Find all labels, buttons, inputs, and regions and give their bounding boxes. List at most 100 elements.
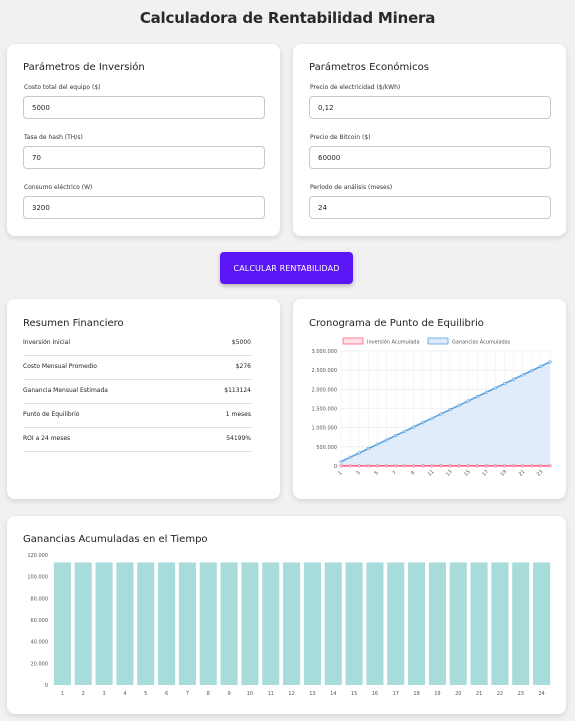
financial-summary-card: Resumen Financiero Inversión Inicial $50… xyxy=(7,299,280,499)
data-point xyxy=(548,464,552,468)
data-point xyxy=(439,464,443,468)
bar xyxy=(262,562,280,685)
x-tick-label: 1 xyxy=(61,691,64,697)
data-point xyxy=(412,464,416,468)
x-tick-label: 21 xyxy=(476,691,482,697)
data-point xyxy=(548,360,552,364)
y-tick-label: 60.000 xyxy=(31,618,49,624)
summary-row: Costo Mensual Promedio $276 xyxy=(23,358,251,380)
bar xyxy=(408,562,426,685)
y-tick-label: 500.000 xyxy=(316,445,337,451)
x-tick-label: 23 xyxy=(518,691,524,697)
data-point xyxy=(357,464,361,468)
summary-value: $5000 xyxy=(231,339,251,346)
data-point xyxy=(484,390,488,394)
bar xyxy=(199,562,217,685)
x-tick-label: 10 xyxy=(247,691,253,697)
x-tick-label: 11 xyxy=(427,469,436,478)
calculate-button[interactable]: CALCULAR RENTABILIDAD xyxy=(220,252,353,284)
legend-label: Inversión Acumulada xyxy=(367,339,420,346)
data-point xyxy=(539,364,543,368)
summary-value: $113124 xyxy=(224,387,251,394)
bar xyxy=(74,562,92,685)
series-area xyxy=(341,361,550,466)
summary-value: 1 meses xyxy=(225,411,251,418)
y-tick-label: 1.000.000 xyxy=(312,426,337,432)
investment-params-card: Parámetros de Inversión Costo total del … xyxy=(7,44,280,236)
x-tick-label: 5 xyxy=(373,470,379,476)
bar xyxy=(428,562,446,685)
bar xyxy=(366,562,384,685)
financial-summary-title: Resumen Financiero xyxy=(23,318,124,329)
data-point xyxy=(357,451,361,455)
y-tick-label: 120.000 xyxy=(27,553,48,559)
data-point xyxy=(412,425,416,429)
bitcoin-price-input[interactable] xyxy=(309,146,551,169)
legend-swatch xyxy=(427,337,449,345)
data-point xyxy=(375,442,379,446)
bar xyxy=(158,562,176,685)
data-point xyxy=(430,464,434,468)
y-tick-label: 80.000 xyxy=(31,596,49,602)
x-tick-label: 3 xyxy=(102,691,105,697)
breakeven-chart-card: Cronograma de Punto de Equilibrio 0 500.0… xyxy=(293,299,566,499)
x-tick-label: 5 xyxy=(144,691,147,697)
power-consumption-input[interactable] xyxy=(23,196,265,219)
data-point xyxy=(493,386,498,390)
x-tick-label: 20 xyxy=(455,691,461,697)
summary-value: 54199% xyxy=(226,435,251,442)
hash-rate-input[interactable] xyxy=(23,146,265,169)
y-tick-label: 100.000 xyxy=(27,575,48,581)
bar xyxy=(220,562,238,685)
equipment-cost-input[interactable] xyxy=(23,96,265,119)
bar xyxy=(345,562,363,685)
cumulative-earnings-card: Ganancias Acumuladas en el Tiempo 0 20.00… xyxy=(7,516,566,714)
summary-row: Punto de Equilibrio 1 meses xyxy=(23,406,251,428)
y-tick-label: 40.000 xyxy=(31,640,49,646)
y-tick-label: 20.000 xyxy=(31,661,49,667)
data-point xyxy=(530,368,534,373)
x-tick-label: 19 xyxy=(434,691,440,697)
x-tick-label: 9 xyxy=(227,691,230,697)
x-tick-label: 7 xyxy=(392,470,398,476)
bar xyxy=(283,562,301,685)
x-tick-label: 4 xyxy=(123,691,126,697)
analysis-period-label: Período de análisis (meses) xyxy=(310,184,393,191)
data-point xyxy=(530,464,534,468)
economic-params-card: Parámetros Económicos Precio de electric… xyxy=(293,44,566,236)
x-tick-label: 9 xyxy=(410,470,416,476)
data-point xyxy=(502,464,507,468)
cumulative-earnings-title: Ganancias Acumuladas en el Tiempo xyxy=(23,534,208,545)
series-line xyxy=(340,361,551,463)
x-tick-label: 13 xyxy=(309,691,315,697)
x-tick-label: 16 xyxy=(372,691,378,697)
bitcoin-price-label: Precio de Bitcoin ($) xyxy=(310,134,371,141)
bar xyxy=(324,562,342,685)
data-point xyxy=(521,464,525,468)
investment-params-title: Parámetros de Inversión xyxy=(23,62,145,73)
data-point xyxy=(375,464,379,468)
x-tick-label: 1 xyxy=(337,470,343,476)
y-tick-label: 1.500.000 xyxy=(312,407,337,413)
data-point xyxy=(475,464,479,468)
y-tick-label: 0 xyxy=(334,464,337,470)
data-point xyxy=(457,464,461,468)
x-tick-label: 15 xyxy=(351,691,357,697)
bar xyxy=(512,562,530,685)
bar xyxy=(53,562,71,685)
data-point xyxy=(366,464,370,468)
bar xyxy=(470,562,488,685)
bar xyxy=(303,562,321,685)
electricity-price-input[interactable] xyxy=(309,96,551,119)
economic-params-title: Parámetros Económicos xyxy=(309,62,429,73)
x-tick-label: 7 xyxy=(186,691,189,697)
data-point xyxy=(502,382,507,386)
page-title: Calculadora de Rentabilidad Minera xyxy=(139,9,436,27)
y-tick-label: 2.000.000 xyxy=(312,387,337,393)
breakeven-chart-title: Cronograma de Punto de Equilibrio xyxy=(309,318,484,329)
data-point xyxy=(421,421,425,425)
data-point xyxy=(393,464,398,468)
y-tick-label: 2.500.000 xyxy=(312,368,337,374)
data-point xyxy=(403,464,407,468)
analysis-period-input[interactable] xyxy=(309,196,551,219)
